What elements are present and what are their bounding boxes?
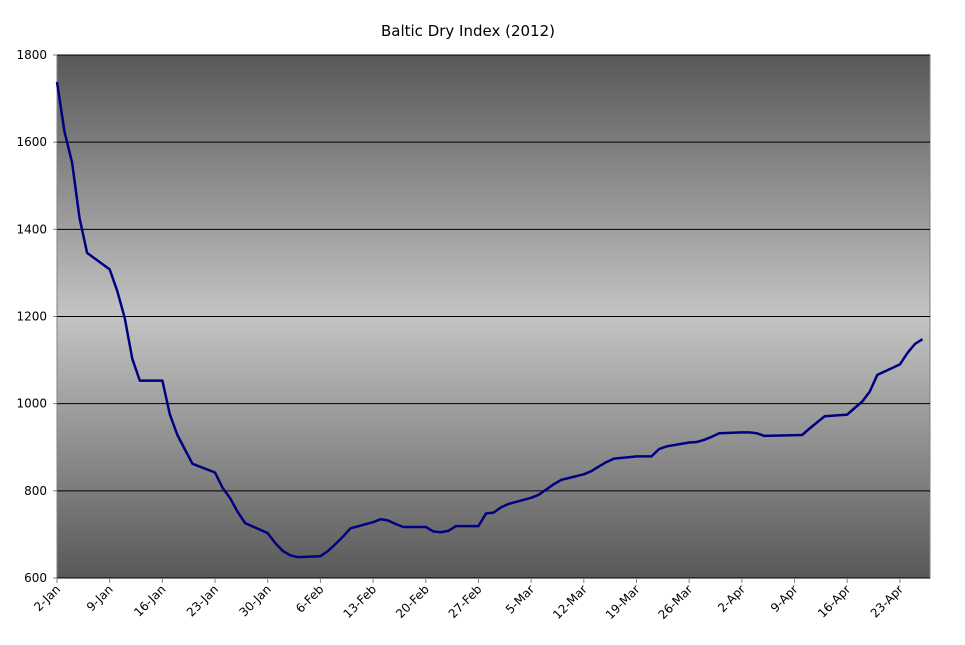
x-tick-label: 5-Mar — [503, 582, 537, 616]
x-tick-label: 2-Jan — [31, 582, 63, 614]
x-tick-label: 9-Apr — [768, 582, 801, 615]
x-tick-label: 30-Jan — [237, 582, 274, 619]
x-tick-label: 16-Jan — [131, 582, 168, 619]
data-line — [55, 81, 924, 559]
chart-title: Baltic Dry Index (2012) — [381, 22, 555, 40]
x-tick-label: 27-Feb — [446, 582, 485, 621]
x-tick-label: 23-Jan — [184, 582, 221, 619]
x-tick-label: 23-Apr — [868, 582, 906, 620]
x-tick-label: 6-Feb — [293, 582, 326, 615]
x-tick-label: 20-Feb — [393, 582, 432, 621]
y-tick-label: 600 — [24, 571, 47, 585]
x-tick-label: 26-Mar — [656, 582, 696, 622]
y-tick-label: 1000 — [16, 397, 47, 411]
x-tick-label: 13-Feb — [340, 582, 379, 621]
y-tick-label: 1600 — [16, 135, 47, 149]
y-tick-label: 1800 — [16, 48, 47, 62]
x-tick-label: 19-Mar — [603, 582, 643, 622]
x-tick-label: 12-Mar — [550, 582, 590, 622]
y-tick-label: 1400 — [16, 222, 47, 236]
y-tick-label: 1200 — [16, 310, 47, 324]
x-tick-label: 9-Jan — [84, 582, 116, 614]
x-tick-label: 16-Apr — [815, 582, 853, 620]
x-tick-label: 2-Apr — [715, 582, 748, 615]
y-tick-label: 800 — [24, 484, 47, 498]
